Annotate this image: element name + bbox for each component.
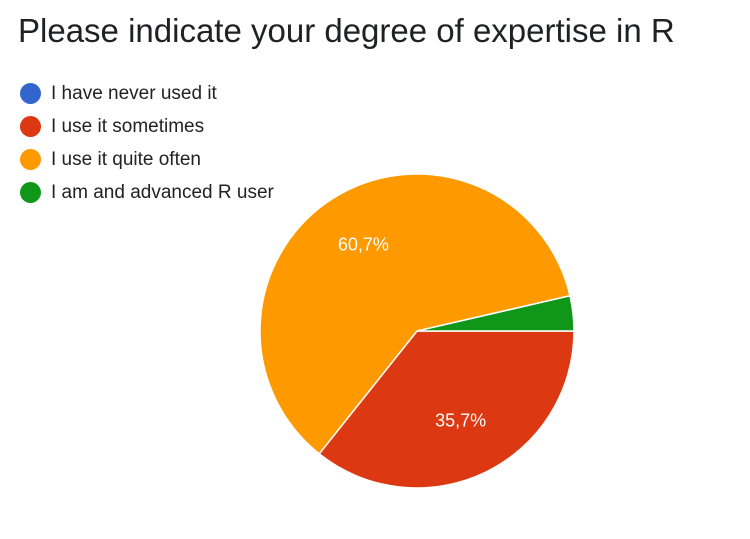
legend-label-sometimes: I use it sometimes xyxy=(51,115,205,137)
legend-item-never[interactable]: I have never used it xyxy=(20,77,274,110)
legend-swatch-sometimes xyxy=(20,116,41,137)
legend: I have never used it I use it sometimes … xyxy=(20,77,274,209)
legend-item-sometimes[interactable]: I use it sometimes xyxy=(20,110,274,143)
legend-label-quite-often: I use it quite often xyxy=(51,148,201,170)
legend-swatch-never xyxy=(20,83,41,104)
legend-swatch-quite-often xyxy=(20,149,41,170)
legend-label-never: I have never used it xyxy=(51,82,217,104)
legend-swatch-advanced xyxy=(20,182,41,203)
data-label-quite-often: 60,7% xyxy=(338,235,389,255)
pie-slice-quite-often[interactable] xyxy=(259,173,571,455)
pie-slice-sometimes[interactable] xyxy=(318,330,575,489)
data-label-sometimes: 35,7% xyxy=(435,410,486,430)
legend-item-quite-often[interactable]: I use it quite often xyxy=(20,143,274,176)
pie-slice-advanced[interactable] xyxy=(416,294,575,332)
legend-item-advanced[interactable]: I am and advanced R user xyxy=(20,176,274,209)
legend-label-advanced: I am and advanced R user xyxy=(51,181,274,203)
chart-title: Please indicate your degree of expertise… xyxy=(18,12,675,49)
